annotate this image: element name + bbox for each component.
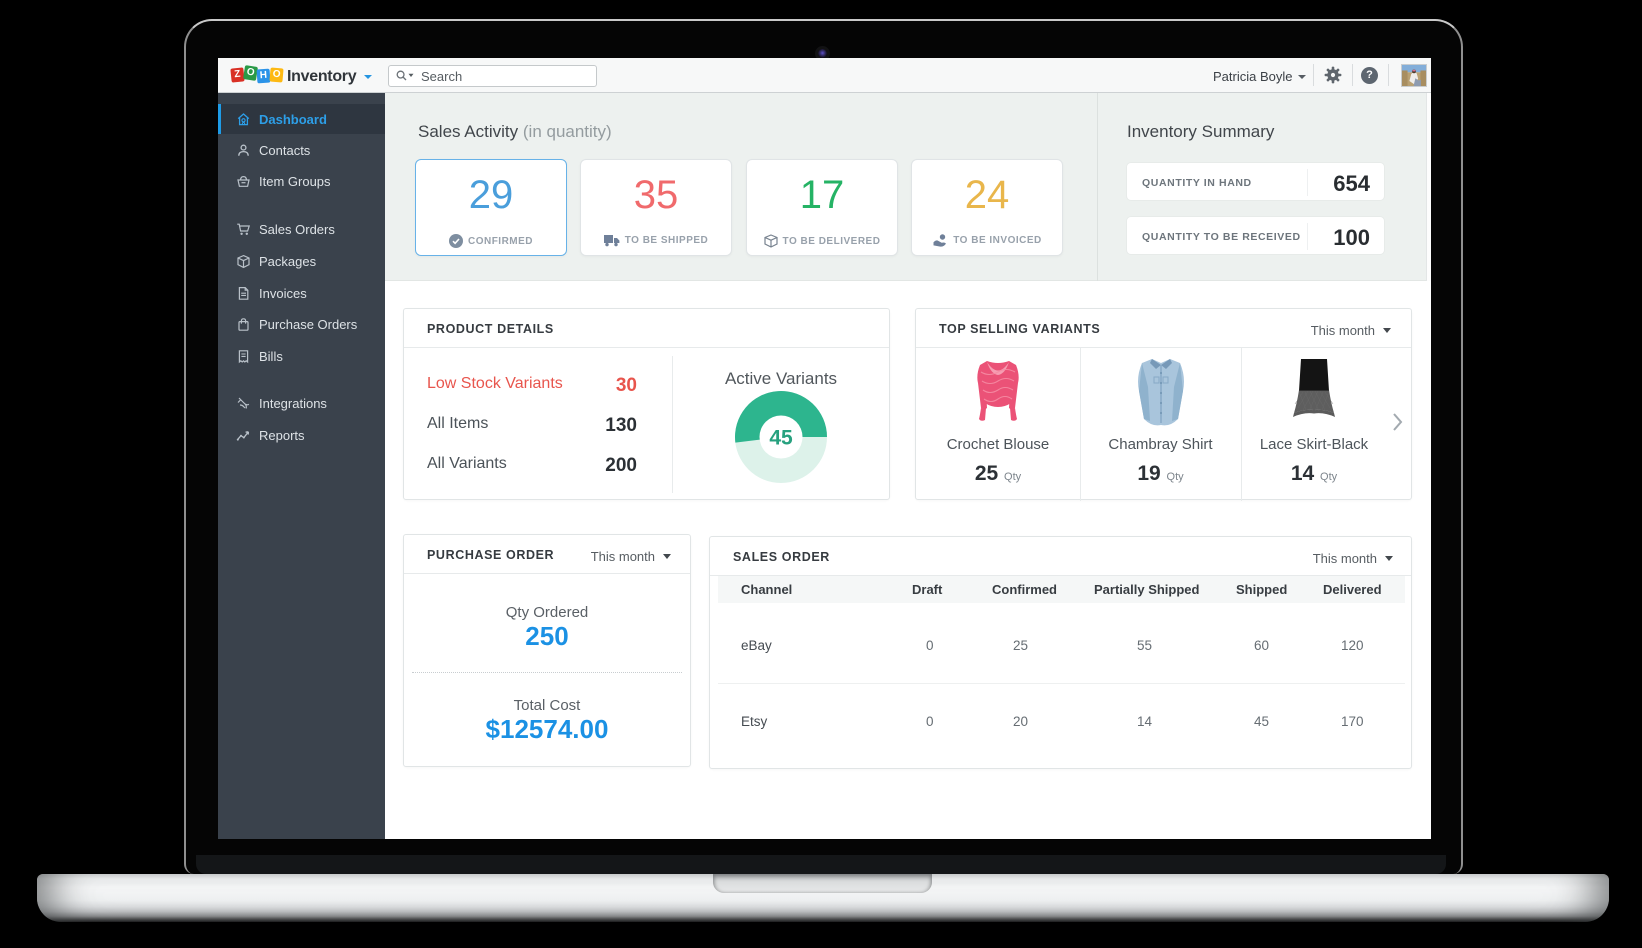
svg-text:45: 45 xyxy=(769,427,793,450)
